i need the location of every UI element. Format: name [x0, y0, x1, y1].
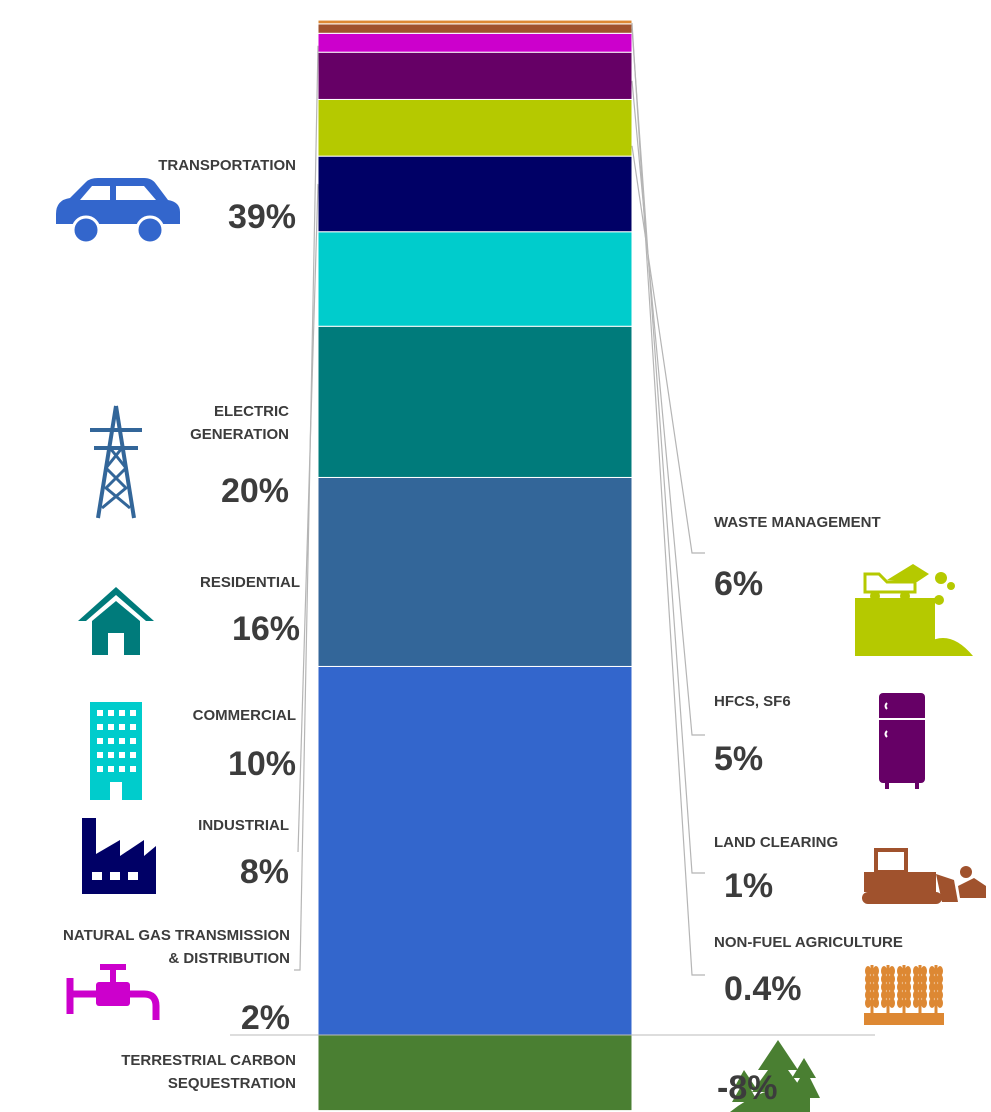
label-industrial: INDUSTRIAL: [198, 817, 289, 834]
label-non-fuel-agriculture: NON-FUEL AGRICULTURE: [714, 934, 903, 951]
bar-transportation: [317, 665, 633, 1036]
bar-non-fuel-agriculture: [317, 19, 633, 25]
office-building-icon: [90, 702, 142, 800]
leader-lines: [230, 22, 875, 1036]
value-label-hfcs-sf6: 5%: [714, 740, 763, 778]
label-electric-generation: ELECTRIC GENERATION: [190, 403, 289, 443]
bulldozer-icon: [862, 848, 986, 904]
bar-hfcs-sf6: [317, 51, 633, 100]
leader-line-waste-management: [631, 145, 705, 554]
bar-stack: [317, 19, 633, 1112]
power-tower-icon: [90, 405, 142, 519]
label-transportation: TRANSPORTATION: [158, 157, 296, 174]
value-label-terrestrial-carbon-sequestration: -8%: [717, 1069, 777, 1107]
bar-electric-generation: [317, 476, 633, 667]
factory-icon: [82, 818, 156, 894]
bar-natural-gas-transmission-distribution: [317, 32, 633, 53]
label-hfcs-sf6: HFCS, SF6: [714, 693, 791, 710]
house-icon: [78, 587, 154, 655]
label-terrestrial-carbon-sequestration: TERRESTRIAL CARBON SEQUESTRATION: [121, 1052, 296, 1092]
wheat-icon: [864, 965, 944, 1025]
bar-terrestrial-carbon-sequestration: [317, 1034, 633, 1112]
bar-waste-management: [317, 98, 633, 157]
category-labels: TRANSPORTATION 39% ELECTRIC GENERATION 20% RE…: [63, 157, 903, 1107]
refrigerator-icon: [879, 693, 925, 789]
leader-line-hfcs-sf6: [631, 80, 705, 736]
leader-line-non-fuel-agriculture: [631, 22, 705, 976]
value-label-residential: 16%: [232, 610, 300, 648]
value-label-industrial: 8%: [240, 853, 289, 891]
value-label-natural-gas-transmission-distribution: 2%: [241, 999, 290, 1037]
label-residential: RESIDENTIAL: [200, 574, 300, 591]
trees-icon: [730, 1040, 820, 1112]
label-commercial: COMMERCIAL: [193, 707, 296, 724]
label-land-clearing: LAND CLEARING: [714, 834, 838, 851]
value-label-electric-generation: 20%: [221, 472, 289, 510]
value-label-waste-management: 6%: [714, 565, 763, 603]
label-waste-management: WASTE MANAGEMENT: [714, 514, 881, 531]
gas-pipe-valve-icon: [66, 964, 160, 1020]
value-label-commercial: 10%: [228, 745, 296, 783]
bar-residential: [317, 325, 633, 478]
leader-line-natural-gas-transmission-distribution: [294, 45, 319, 971]
label-natural-gas-transmission-distribution: NATURAL GAS TRANSMISSION & DISTRIBUTION: [63, 927, 290, 967]
bar-industrial: [317, 155, 633, 233]
car-icon: [56, 178, 180, 245]
leader-line-industrial: [297, 183, 319, 853]
value-label-non-fuel-agriculture: 0.4%: [724, 970, 802, 1008]
dump-truck-icon: [855, 564, 973, 656]
leader-line-land-clearing: [631, 28, 705, 874]
bar-land-clearing: [317, 23, 633, 34]
bar-commercial: [317, 231, 633, 327]
value-label-transportation: 39%: [228, 198, 296, 236]
value-label-land-clearing: 1%: [724, 867, 773, 905]
category-icons: [56, 178, 986, 1112]
